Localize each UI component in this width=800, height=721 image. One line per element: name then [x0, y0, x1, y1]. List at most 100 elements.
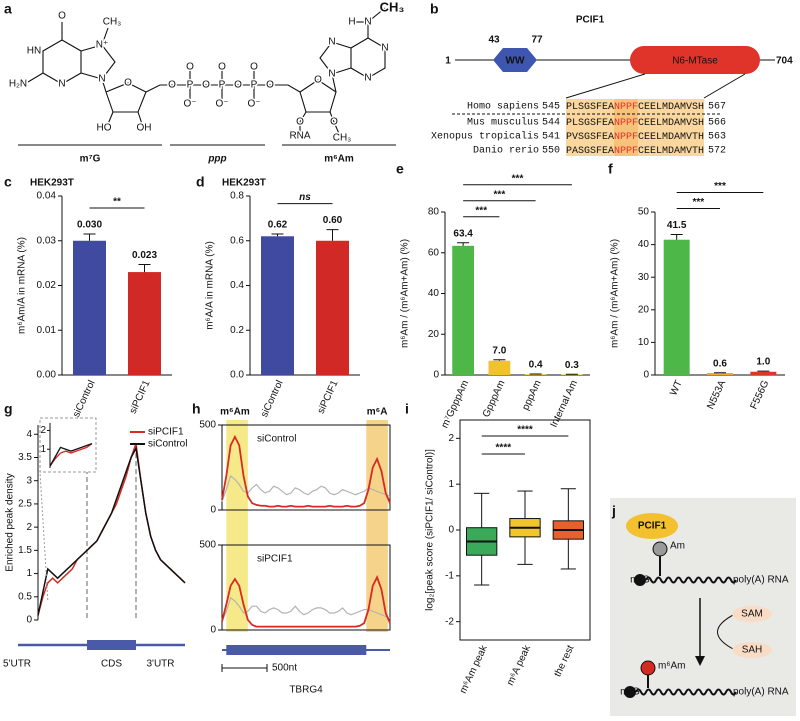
y-tick-label: 0.03: [37, 235, 57, 246]
y-axis-label: m⁶Am / (m⁶Am+Am) (%): [610, 239, 621, 348]
cofactor-label: SAM: [741, 609, 763, 620]
zoom-line: [565, 73, 646, 99]
scale-bar: [221, 664, 268, 672]
x-tick-label: siControl: [71, 379, 98, 419]
atom-label: OH: [137, 123, 152, 134]
rna-label: poly(A) RNA: [733, 575, 789, 586]
rna-strand: [645, 576, 737, 584]
atom-label: O: [218, 62, 226, 73]
panel-letter: e: [396, 161, 404, 177]
atom-label: O: [234, 80, 242, 91]
bond: [270, 84, 301, 93]
gene-name: TBRG4: [289, 685, 323, 696]
panel-letter: h: [192, 401, 201, 417]
species: Mus musculus: [467, 117, 539, 129]
atom-label: N: [328, 69, 335, 80]
motif-highlight: [614, 99, 638, 156]
mtase-label: N6-MTase: [672, 56, 718, 67]
bond: [367, 7, 386, 23]
series-line: [37, 445, 186, 616]
mtase-domain: [630, 46, 760, 74]
sequence-part: CEELMDAMVSH: [638, 118, 704, 129]
sequence-part: PLSGSFEA: [566, 102, 614, 113]
y-axis-label: m⁶A/A in mRNA (%): [205, 241, 216, 330]
inset-tick-label: 1: [40, 444, 46, 455]
track-line: [221, 474, 391, 502]
y-tick-label: 0.4: [230, 280, 244, 291]
seq-end: 566: [708, 118, 726, 129]
atom-label: O: [296, 117, 304, 128]
track-line: [221, 575, 391, 628]
significance-label: ***: [714, 181, 726, 192]
cap: [624, 686, 636, 698]
error-bar: [271, 233, 284, 237]
panel-letter: d: [196, 174, 205, 190]
rna-label: poly(A) RNA: [733, 687, 789, 698]
atom-label: O: [58, 11, 66, 22]
y-tick-label: 40: [638, 239, 650, 250]
value-label: 41.5: [667, 220, 687, 231]
legend-label: siPCIF1: [148, 427, 184, 438]
y-axis-label: Enriched peak density: [5, 473, 16, 571]
bar: [663, 239, 690, 375]
region-label: 3'UTR: [146, 659, 174, 670]
atom-label: N: [364, 17, 371, 28]
atom-label: O: [202, 80, 210, 91]
seq-start: 541: [542, 132, 560, 143]
y-tick-label: 0: [643, 370, 649, 381]
y-tick-label: 0: [210, 505, 216, 516]
y-tick-label: 10: [638, 337, 650, 348]
inset-line: [49, 443, 93, 467]
cofactor-label: SAH: [742, 645, 763, 656]
significance-label: ns: [299, 192, 311, 203]
x-tick-label: the rest: [552, 644, 576, 679]
atom-label: N: [58, 79, 65, 90]
sequence: PLSGSFEANPPFCEELMDAMVSH: [566, 118, 704, 129]
x-tick-label: pppAm: [520, 379, 543, 412]
panel-letter: j: [611, 503, 616, 519]
y-tick-label: 0: [26, 615, 32, 626]
y-tick-label: 20: [428, 329, 440, 340]
atom-label: P: [219, 80, 226, 91]
bond: [331, 73, 337, 93]
methyl-label: CH₃: [380, 0, 405, 14]
x-tick-label: GpppAm: [481, 379, 508, 419]
sequence-part: CEELMDAMVSH: [638, 102, 704, 113]
atom-label: O: [124, 78, 132, 89]
y-axis-label: m⁶Am/A in mRNA (%): [17, 237, 28, 334]
bond: [101, 78, 107, 93]
y-tick-label: 1: [448, 479, 454, 490]
y-tick-label: 0.6: [230, 235, 244, 246]
atom-label: P: [251, 80, 258, 91]
atom-label: H: [348, 17, 355, 28]
bond: [145, 84, 172, 93]
atom-label: CH₃: [333, 133, 352, 144]
chart-title: HEK293T: [30, 178, 74, 189]
atom-label: O⁻: [183, 99, 196, 110]
sequence: PVSGSFEANPPFCEELMDAMVTH: [566, 132, 704, 143]
m6am-nucleotide: [640, 660, 656, 676]
atom-label: CH₃: [103, 17, 122, 28]
significance-label: ***: [475, 205, 487, 216]
panel-letter: c: [4, 174, 12, 190]
group-label: m⁷G: [80, 154, 101, 165]
site-label: m⁶A: [367, 407, 388, 418]
bond: [80, 44, 116, 80]
atom-label: N⁺: [96, 40, 109, 51]
x-tick-label: Internal Am: [549, 379, 580, 430]
y-tick-label: 500: [199, 420, 216, 431]
y-tick-label: 3.5: [18, 452, 32, 463]
track-name: siControl: [257, 434, 296, 445]
enzyme-shape: [626, 513, 678, 539]
seq-end: 563: [708, 132, 726, 143]
y-tick-label: 0.04: [37, 191, 57, 202]
track-frame: [221, 424, 391, 511]
y-tick-label: 0.2: [230, 325, 244, 336]
inset-tick-label: 2: [40, 425, 46, 436]
species: Homo sapiens: [467, 101, 539, 113]
value-label: 0.62: [268, 220, 288, 231]
bar: [488, 360, 511, 375]
panel-letter: f: [608, 161, 613, 177]
y-tick-label: 50: [638, 207, 650, 218]
